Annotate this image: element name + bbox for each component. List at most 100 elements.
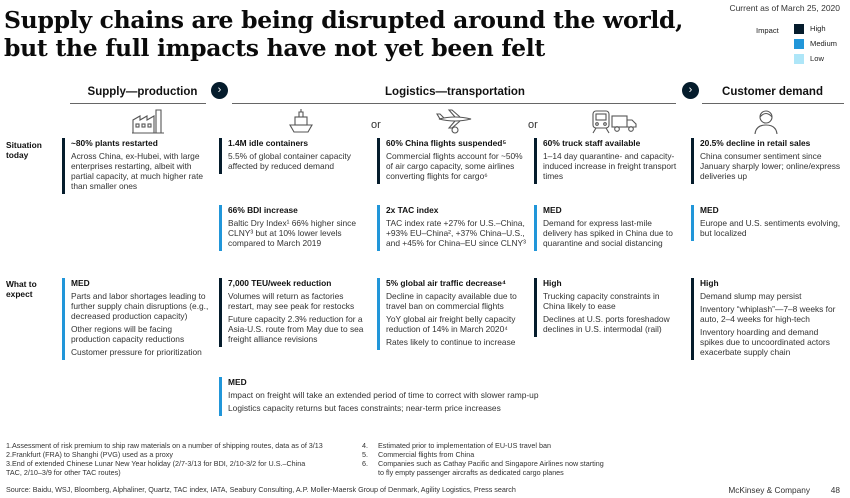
footnote-text: to fly empty passenger aircrafts as dedi… <box>378 468 564 477</box>
header-underline <box>70 103 206 104</box>
legend-title: Impact <box>756 26 779 35</box>
card-item: Parts and labor shortages leading to fur… <box>71 291 209 321</box>
card-heading: 66% BDI increase <box>228 205 298 215</box>
card-item: Inventory hoarding and demand spikes due… <box>700 327 830 357</box>
situation2-containers-card: 66% BDI increase Baltic Dry Index¹ 66% h… <box>219 205 369 251</box>
card-item: Impact on freight will take an extended … <box>228 390 539 400</box>
card-body: TAC index rate +27% for U.S.–China, +93%… <box>386 218 526 248</box>
header-customer: Customer demand <box>722 86 823 98</box>
card-item: Other regions will be facing production … <box>71 324 185 344</box>
card-heading: 5% global air traffic decrease⁴ <box>386 278 507 288</box>
card-heading: 60% China flights suspended⁵ <box>386 138 507 148</box>
situation2-customer-card: MED Europe and U.S. sentiments evolving,… <box>691 205 843 241</box>
expect-customer-card: High Demand slump may persist Inventory … <box>691 278 843 360</box>
card-heading: MED <box>228 377 247 387</box>
footnote-num: 6. <box>362 459 368 468</box>
legend-label: Medium <box>810 39 838 48</box>
truck-icon <box>611 112 637 134</box>
footnote: to fly empty passenger aircrafts as dedi… <box>362 468 652 477</box>
card-body: Demand for express last-mile delivery ha… <box>543 218 673 248</box>
footnotes-left: 1.Assessment of risk premium to ship raw… <box>6 441 346 477</box>
or-separator: or <box>528 119 538 131</box>
card-body: 5.5% of global container capacity affect… <box>228 151 351 171</box>
chevron-right-icon: › <box>682 82 699 99</box>
situation-supply-card: ~80% plants restarted Across China, ex-H… <box>62 138 212 194</box>
person-icon <box>753 109 779 135</box>
card-item: Future capacity 2.3% reduction for a Asi… <box>228 314 364 344</box>
header-underline <box>702 103 844 104</box>
card-heading: High <box>543 278 562 288</box>
footnote: 4. Estimated prior to implementation of E… <box>362 441 652 450</box>
page-number: 48 <box>830 485 840 495</box>
footnote: 2.Frankfurt (FRA) to Shanghi (PVG) used … <box>6 450 173 459</box>
header-logistics: Logistics—transportation <box>385 86 525 98</box>
expect-supply-card: MED Parts and labor shortages leading to… <box>62 278 212 360</box>
card-body: China consumer sentiment since January s… <box>700 151 841 181</box>
situation-flights-card: 60% China flights suspended⁵ Commercial … <box>377 138 527 184</box>
card-heading: 60% truck staff available <box>543 138 641 148</box>
footnote: 1.Assessment of risk premium to ship raw… <box>6 441 323 450</box>
card-heading: MED <box>71 278 90 288</box>
card-item: Logistics capacity returns but faces con… <box>228 403 501 413</box>
legend-swatch <box>794 54 804 64</box>
card-item: Inventory “whiplash”—7–8 weeks for auto,… <box>700 304 836 324</box>
row-label-situation: Situation today <box>6 140 42 160</box>
card-item: Customer pressure for prioritization <box>71 347 202 357</box>
card-item: YoY global air freight belly capacity re… <box>386 314 516 334</box>
footnote-text: Estimated prior to implementation of EU-… <box>378 441 551 450</box>
card-heading: MED <box>543 205 562 215</box>
situation-customer-card: 20.5% decline in retail sales China cons… <box>691 138 843 184</box>
brand-name: McKinsey & Company <box>728 485 810 495</box>
expect-containers-card: 7,000 TEU/week reduction Volumes will re… <box>219 278 369 347</box>
card-item: Volumes will return as factories restart… <box>228 291 355 311</box>
card-heading: ~80% plants restarted <box>71 138 158 148</box>
card-heading: MED <box>700 205 719 215</box>
legend-item-medium: Medium <box>794 39 837 50</box>
footnote: 3.End of extended Chinese Lunar New Year… <box>6 459 306 468</box>
card-body: Across China, ex-Hubei, with large enter… <box>71 151 204 191</box>
card-item: Trucking capacity constraints in China l… <box>543 291 660 311</box>
card-body: Europe and U.S. sentiments evolving, but… <box>700 218 841 238</box>
card-heading: 2x TAC index <box>386 205 439 215</box>
card-item: Rates likely to continue to increase <box>386 337 516 347</box>
situation2-flights-card: 2x TAC index TAC index rate +27% for U.S… <box>377 205 527 251</box>
page-title: Supply chains are being disrupted around… <box>4 6 684 62</box>
header-underline <box>232 103 676 104</box>
card-heading: 1.4M idle containers <box>228 138 309 148</box>
source-line: Source: Baidu, WSJ, Bloomberg, Alphaline… <box>6 485 516 494</box>
footnote-text: Companies such as Cathay Pacific and Sin… <box>378 459 604 468</box>
legend-item-low: Low <box>794 54 824 65</box>
card-heading: High <box>700 278 719 288</box>
card-item: Demand slump may persist <box>700 291 802 301</box>
footnote: TAC, 2/10–3/9 for other TAC routes) <box>6 468 121 477</box>
footnote-num: 4. <box>362 441 368 450</box>
or-separator: or <box>371 119 381 131</box>
airplane-icon <box>435 108 475 134</box>
legend-swatch <box>794 24 804 34</box>
footnote: 5. Commercial flights from China <box>362 450 652 459</box>
card-heading: 7,000 TEU/week reduction <box>228 278 332 288</box>
card-body: Baltic Dry Index¹ 66% higher since CLNY³… <box>228 218 357 248</box>
legend-label: Low <box>810 54 824 63</box>
card-item: Decline in capacity available due to tra… <box>386 291 517 311</box>
expect-trucks-card: High Trucking capacity constraints in Ch… <box>534 278 679 337</box>
current-as-of: Current as of March 25, 2020 <box>729 3 840 13</box>
card-heading: 20.5% decline in retail sales <box>700 138 811 148</box>
legend-item-high: High <box>794 24 826 35</box>
legend-swatch <box>794 39 804 49</box>
card-body: Commercial flights account for ~50% of a… <box>386 151 523 181</box>
ship-icon <box>287 108 315 134</box>
train-icon <box>591 110 611 134</box>
situation-containers-card: 1.4M idle containers 5.5% of global cont… <box>219 138 369 174</box>
situation2-trucks-card: MED Demand for express last-mile deliver… <box>534 205 679 251</box>
situation-trucks-card: 60% truck staff available 1–14 day quara… <box>534 138 679 184</box>
logistics-wide-card: MED Impact on freight will take an exten… <box>219 377 679 416</box>
footnote: 6. Companies such as Cathay Pacific and S… <box>362 459 652 468</box>
expect-flights-card: 5% global air traffic decrease⁴ Decline … <box>377 278 527 350</box>
card-body: 1–14 day quarantine- and capacity-induce… <box>543 151 677 181</box>
legend-label: High <box>810 24 826 33</box>
row-label-expect: What to expect <box>6 279 37 299</box>
footnotes-right: 4. Estimated prior to implementation of E… <box>362 441 652 477</box>
footnote-text: Commercial flights from China <box>378 450 475 459</box>
factory-icon <box>131 108 165 134</box>
